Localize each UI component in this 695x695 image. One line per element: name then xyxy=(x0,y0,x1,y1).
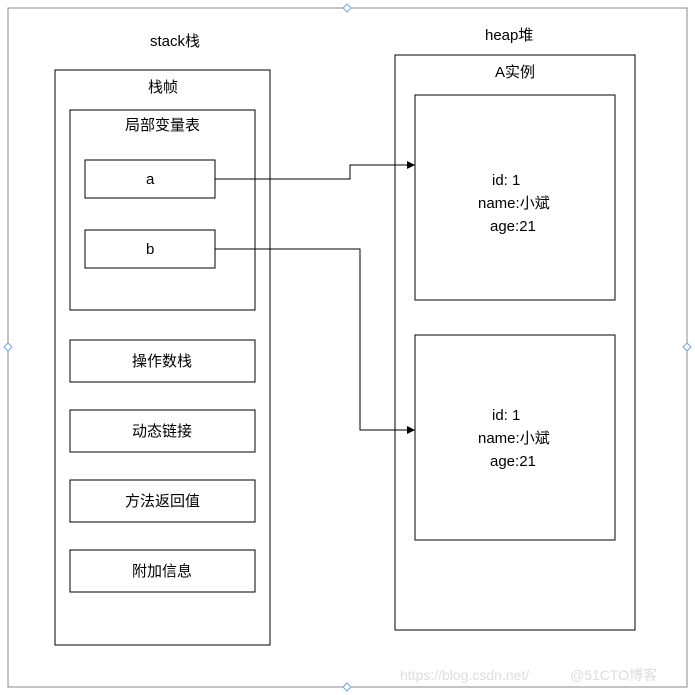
var-a-label: a xyxy=(146,171,155,188)
local-vars-title: 局部变量表 xyxy=(125,117,200,134)
heap-box xyxy=(395,55,635,630)
instance-0-line-0: id: 1 xyxy=(492,172,520,189)
instance-0-line-1: name:小斌 xyxy=(478,195,550,212)
watermark-1: @51CTO博客 xyxy=(570,667,657,683)
var-b-label: b xyxy=(146,241,154,258)
selection-handle-3[interactable] xyxy=(343,683,351,691)
heap-title: heap堆 xyxy=(485,27,533,44)
diagram-canvas: stack栈栈帧局部变量表 a b 操作数栈动态链接方法返回值附加信息 heap堆 A实例… xyxy=(0,0,695,695)
watermark-0: https://blog.csdn.net/ xyxy=(400,667,529,683)
frame-cell-3-label: 附加信息 xyxy=(132,563,192,580)
selection-handle-2[interactable] xyxy=(683,343,691,351)
instance-0-line-2: age:21 xyxy=(490,218,536,235)
frame-cell-1-label: 动态链接 xyxy=(132,423,192,440)
frame-cell-0-label: 操作数栈 xyxy=(132,353,192,370)
selection-handle-0[interactable] xyxy=(343,4,351,12)
stack-title: stack栈 xyxy=(150,33,200,50)
instance-1-line-1: name:小斌 xyxy=(478,430,550,447)
frame-cell-2-label: 方法返回值 xyxy=(125,493,200,510)
instance-1-line-0: id: 1 xyxy=(492,407,520,424)
stack-frame-title: 栈帧 xyxy=(148,79,178,96)
arrow-a xyxy=(215,165,415,179)
selection-handle-1[interactable] xyxy=(4,343,12,351)
heap-instance-title: A实例 xyxy=(495,64,535,81)
instance-1-line-2: age:21 xyxy=(490,453,536,470)
local-vars-box xyxy=(70,110,255,310)
